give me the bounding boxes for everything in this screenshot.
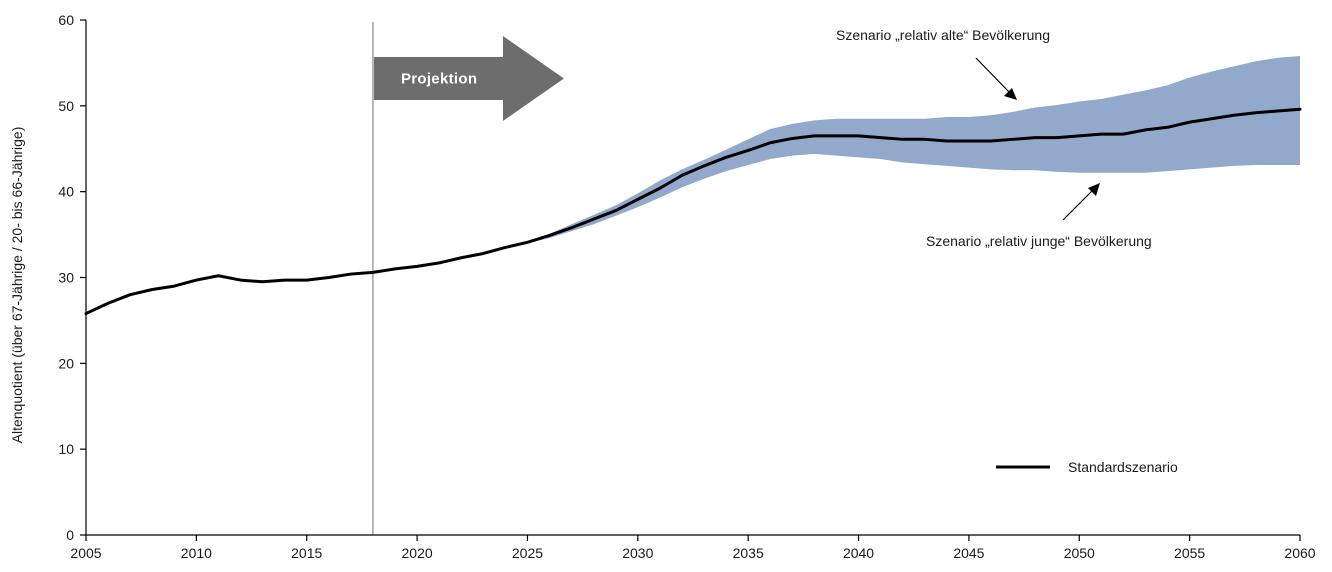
projection-label: Projektion [401, 71, 477, 88]
legend-label-standard: Standardszenario [1068, 459, 1178, 475]
y-tick-label: 10 [58, 441, 74, 457]
y-axis-label: Altenquotient (über 67-Jährige / 20- bis… [9, 127, 25, 444]
scenario-band [527, 56, 1300, 244]
annotation-young-scenario: Szenario „relativ junge“ Bevölkerung [926, 233, 1152, 249]
annotation-old-arrow [975, 57, 1011, 94]
x-tick-label: 2060 [1284, 545, 1315, 561]
y-tick-label: 0 [66, 527, 74, 543]
annotation-old-arrowhead [1004, 88, 1017, 100]
x-tick-label: 2055 [1174, 545, 1205, 561]
x-ticks: 2005 2010 2015 2020 2025 2030 2035 2040 2045 2050… [70, 535, 1316, 561]
x-tick-label: 2010 [181, 545, 212, 561]
y-tick-label: 30 [58, 270, 74, 286]
annotation-old-scenario: Szenario „relativ alte“ Bevölkerung [836, 27, 1050, 43]
x-tick-label: 2045 [953, 545, 984, 561]
x-tick-label: 2020 [402, 545, 433, 561]
y-tick-label: 50 [58, 98, 74, 114]
projection-layer: Projektion [372, 22, 564, 535]
standard-line-layer [84, 107, 1302, 316]
x-tick-label: 2005 [70, 545, 101, 561]
y-tick-label: 60 [58, 12, 74, 28]
x-tick-label: 2050 [1064, 545, 1095, 561]
y-ticks: 0 10 20 30 40 50 60 [58, 12, 86, 543]
series-line-standard [84, 107, 1302, 316]
x-tick-label: 2015 [291, 545, 322, 561]
x-tick-label: 2030 [622, 545, 653, 561]
x-tick-label: 2025 [512, 545, 543, 561]
projection-arrow [373, 36, 564, 121]
scenario-band-layer [527, 56, 1300, 244]
y-tick-label: 20 [58, 355, 74, 371]
annotation-young-arrowhead [1088, 183, 1100, 196]
x-tick-label: 2035 [733, 545, 764, 561]
y-tick-label: 40 [58, 184, 74, 200]
x-tick-label: 2040 [843, 545, 874, 561]
annotation-young-arrow [1062, 189, 1094, 221]
